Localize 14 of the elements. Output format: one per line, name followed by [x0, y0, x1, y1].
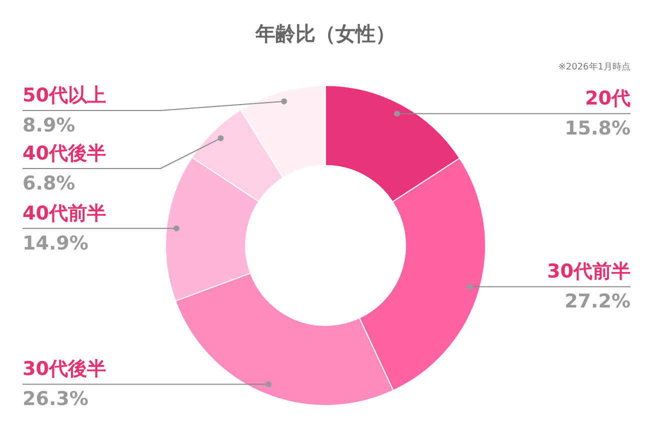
slice-label: 40代後半: [22, 142, 106, 164]
data-label: 14.9%: [22, 232, 88, 254]
slice-label: 30代後半: [22, 358, 106, 380]
data-label: 6.8%: [22, 172, 76, 194]
slice-label: 20代: [585, 88, 631, 110]
slice-label: 30代前半: [547, 260, 631, 283]
data-label: 27.2%: [564, 290, 631, 313]
slice-label: 50代以上: [22, 84, 106, 106]
data-label: 26.3%: [22, 388, 88, 410]
data-label: 8.9%: [22, 114, 76, 136]
data-label: 15.8%: [564, 118, 631, 140]
text: ※2026年1月時点: [558, 62, 630, 72]
slice-label: 40代前半: [22, 202, 106, 224]
chart-title: 年齢比（女性）: [254, 22, 396, 46]
